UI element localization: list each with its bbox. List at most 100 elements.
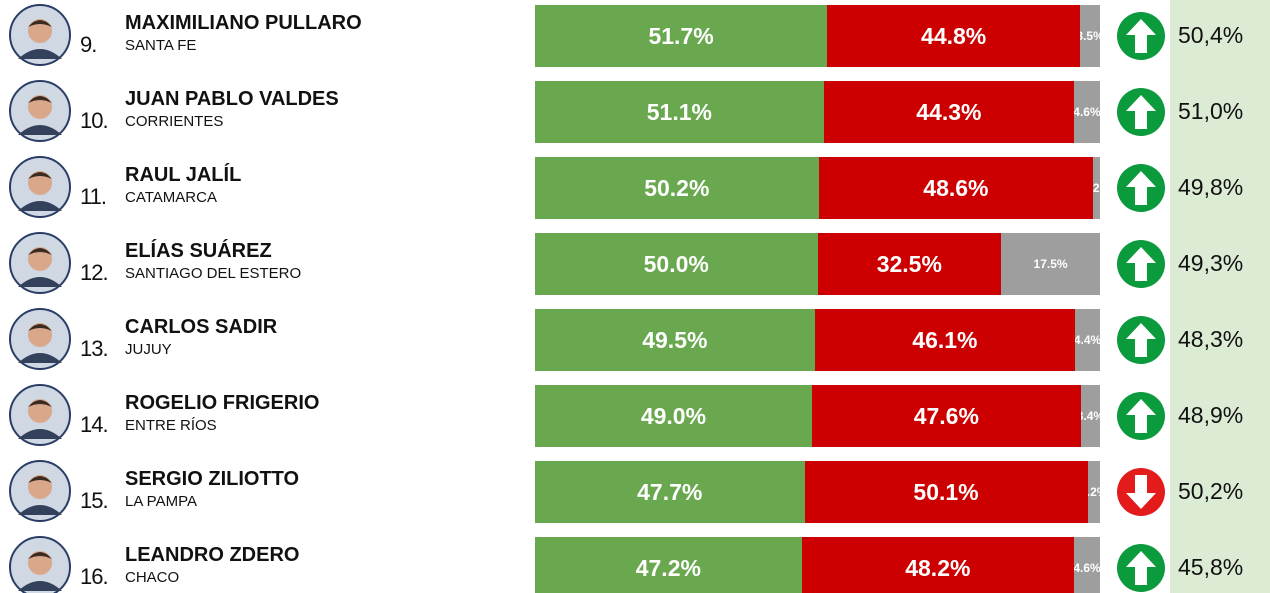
bar: 47.7% 50.1%2.2% (535, 461, 1100, 523)
previous-value: 50,2% (1178, 478, 1243, 505)
bar-segment: 2.2% (1088, 461, 1100, 523)
segment-label: 51.1% (647, 99, 712, 126)
bar-segment: 47.7% (535, 461, 805, 523)
avatar (8, 535, 72, 593)
segment-label: 2.2% (1088, 485, 1100, 499)
governor-name: ELÍAS SUÁREZ (125, 240, 272, 263)
previous-value: 48,9% (1178, 402, 1243, 429)
row: 16. LEANDRO ZDERO CHACO 47.2% 48.2%4.6% 45,8% (0, 532, 1270, 593)
avatar (8, 79, 72, 143)
bar-segment: 49.5% (535, 309, 815, 371)
bar-segment: 3.4% (1081, 385, 1100, 447)
governor-name: RAUL JALÍL (125, 164, 241, 187)
trend-icon (1116, 87, 1166, 137)
segment-label: 44.8% (921, 23, 986, 50)
segment-label: 3.4% (1081, 409, 1100, 423)
rank: 16. (80, 564, 108, 590)
previous-value: 48,3% (1178, 326, 1243, 353)
bar-segment: 4.6% (1074, 81, 1100, 143)
previous-value: 45,8% (1178, 554, 1243, 581)
trend-icon (1116, 239, 1166, 289)
governor-name: JUAN PABLO VALDES (125, 88, 339, 111)
row: 12. ELÍAS SUÁREZ SANTIAGO DEL ESTERO 50.0% 3… (0, 228, 1270, 304)
avatar (8, 307, 72, 371)
bar-segment: 4.4% (1075, 309, 1100, 371)
rank: 9. (80, 32, 96, 58)
segment-label: 50.2% (644, 175, 709, 202)
province: CORRIENTES (125, 113, 223, 130)
province: JUJUY (125, 341, 172, 358)
trend-icon (1116, 543, 1166, 593)
segment-label: 17.5% (1034, 257, 1068, 271)
bar-segment: 51.1% (535, 81, 824, 143)
governor-name: SERGIO ZILIOTTO (125, 468, 299, 491)
bar-segment: 50.1% (805, 461, 1088, 523)
segment-label: 1.2% (1093, 181, 1100, 195)
previous-value: 49,3% (1178, 250, 1243, 277)
bar-segment: 47.6% (812, 385, 1081, 447)
province: CHACO (125, 569, 179, 586)
segment-label: 47.2% (636, 555, 701, 582)
rank: 12. (80, 260, 108, 286)
bar-segment: 48.2% (802, 537, 1074, 593)
row: 14. ROGELIO FRIGERIO ENTRE RÍOS 49.0% 47.6% 3… (0, 380, 1270, 456)
bar-segment: 50.0% (535, 233, 818, 295)
segment-label: 48.6% (923, 175, 988, 202)
bar-segment: 3.5% (1080, 5, 1100, 67)
segment-label: 49.0% (641, 403, 706, 430)
trend-icon (1116, 391, 1166, 441)
trend-icon (1116, 467, 1166, 517)
governor-name: LEANDRO ZDERO (125, 544, 299, 567)
segment-label: 3.5% (1080, 29, 1100, 43)
row: 9.MAXIMILIANO PULLAROSANTA FE51.7%44.8%3… (0, 0, 1270, 76)
governor-name: ROGELIO FRIGERIO (125, 392, 319, 415)
avatar (8, 155, 72, 219)
bar: 50.2% 48.6% 1.2% (535, 157, 1100, 219)
avatar (8, 459, 72, 523)
segment-label: 51.7% (648, 23, 713, 50)
bar: 50.0% 32.5% 17.5% (535, 233, 1100, 295)
bar: 49.5% 46.1% 4.4% (535, 309, 1100, 371)
trend-icon (1116, 315, 1166, 365)
bar-segment: 51.7% (535, 5, 827, 67)
segment-label: 49.5% (642, 327, 707, 354)
bar: 51.7% 44.8% 3.5% (535, 5, 1100, 67)
bar-segment: 44.3% (824, 81, 1074, 143)
rank: 11. (80, 184, 106, 210)
trend-icon (1116, 163, 1166, 213)
province: ENTRE RÍOS (125, 417, 217, 434)
segment-label: 47.7% (637, 479, 702, 506)
segment-label: 4.4% (1075, 333, 1100, 347)
avatar (8, 3, 72, 67)
rank: 10. (80, 108, 108, 134)
segment-label: 50.0% (644, 251, 709, 278)
segment-label: 46.1% (912, 327, 977, 354)
bar-segment: 17.5% (1001, 233, 1100, 295)
rank: 13. (80, 336, 108, 362)
trend-icon (1116, 11, 1166, 61)
row: 13. CARLOS SADIR JUJUY 49.5% 46.1% 4.4% 48,3% (0, 304, 1270, 380)
bar: 47.2% 48.2%4.6% (535, 537, 1100, 593)
governor-name: CARLOS SADIR (125, 316, 277, 339)
rank: 14. (80, 412, 108, 438)
row: 10. JUAN PABLO VALDES CORRIENTES 51.1% 44.3%… (0, 76, 1270, 152)
bar-segment: 44.8% (827, 5, 1080, 67)
governor-name: MAXIMILIANO PULLARO (125, 12, 362, 35)
bar: 49.0% 47.6% 3.4% (535, 385, 1100, 447)
bar-segment: 32.5% (818, 233, 1002, 295)
province: CATAMARCA (125, 189, 217, 206)
row: 11. RAUL JALÍL CATAMARCA 50.2% 48.6% 1.2% 49,8… (0, 152, 1270, 228)
avatar (8, 231, 72, 295)
segment-label: 4.6% (1074, 105, 1100, 119)
bar-segment: 48.6% (819, 157, 1094, 219)
province: SANTIAGO DEL ESTERO (125, 265, 301, 282)
segment-label: 47.6% (914, 403, 979, 430)
bar: 51.1% 44.3%4.6% (535, 81, 1100, 143)
avatar (8, 383, 72, 447)
bar-segment: 47.2% (535, 537, 802, 593)
bar-segment: 1.2% (1093, 157, 1100, 219)
previous-value: 50,4% (1178, 22, 1243, 49)
bar-segment: 4.6% (1074, 537, 1100, 593)
previous-value: 49,8% (1178, 174, 1243, 201)
